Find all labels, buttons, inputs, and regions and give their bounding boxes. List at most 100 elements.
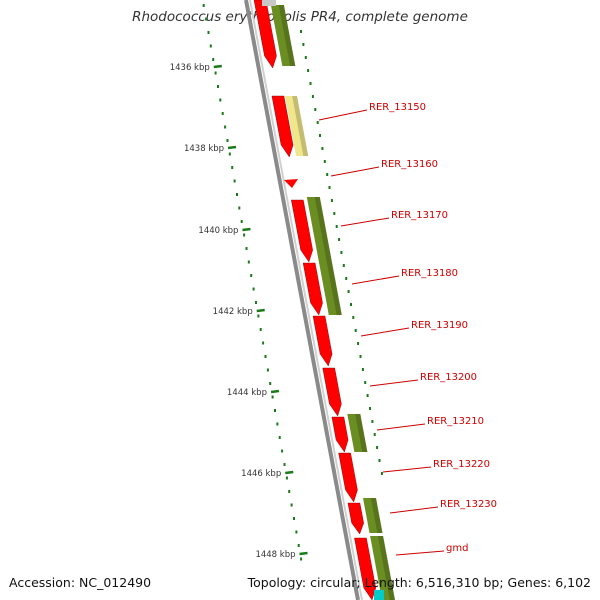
gene-leader-line	[318, 109, 368, 121]
outer-scale-dot	[376, 446, 379, 449]
tick-mark	[227, 145, 237, 150]
outer-scale-dots	[300, 30, 383, 475]
outer-scale-dot	[319, 134, 321, 137]
olive-gene-shade	[370, 498, 383, 533]
olive-gene-track	[270, 5, 395, 600]
scale-dot	[214, 71, 217, 75]
scale-dot	[245, 247, 248, 250]
olive-gene	[363, 498, 383, 533]
gene-leader-line	[340, 217, 390, 227]
outer-scale-dot	[314, 108, 317, 111]
olive-gene-shade	[314, 197, 342, 315]
gene-arrow	[271, 95, 294, 158]
gene-leader-line	[395, 550, 445, 556]
scale-dot	[297, 544, 300, 547]
gene-label[interactable]: RER_13180	[401, 268, 458, 279]
scale-dot	[281, 449, 284, 453]
tick-mark	[256, 308, 265, 313]
outer-scale-dot	[316, 121, 319, 124]
gray-feature-top	[262, 0, 276, 6]
gene-label[interactable]: RER_13230	[440, 499, 497, 510]
scale-dot	[264, 355, 267, 358]
gene-leader-line	[376, 423, 426, 431]
scale-dot	[252, 287, 255, 291]
scale-dot	[290, 503, 293, 507]
outer-scale-dot	[328, 186, 331, 189]
outer-scale-dot	[321, 147, 324, 150]
scale-dot	[250, 274, 253, 277]
scale-dot	[233, 179, 236, 183]
outer-scale-dot	[347, 290, 350, 293]
scale-dot	[271, 395, 274, 399]
outer-scale-dot	[309, 82, 312, 85]
gene-label[interactable]: gmd	[446, 543, 468, 554]
outer-scale-dot	[380, 472, 383, 475]
outer-scale-dot	[371, 420, 374, 423]
gene-arrow	[302, 262, 323, 316]
outer-scale-dot	[361, 368, 364, 371]
scale-dot	[219, 98, 222, 102]
olive-gene	[370, 536, 395, 600]
pale-gene	[285, 96, 309, 156]
tick-mark	[299, 551, 308, 556]
gene-label[interactable]: RER_13200	[420, 372, 477, 383]
outer-scale-dot	[335, 225, 338, 228]
pale-gene-shade	[292, 96, 309, 156]
tick-label: 1448 kbp	[255, 550, 295, 560]
olive-gene	[347, 414, 368, 452]
scale-dot	[243, 233, 246, 237]
scale-dot	[257, 314, 260, 318]
tick-label: 1438 kbp	[184, 144, 224, 154]
scale-ticks: 1436 kbp 1438 kbp 1440 kbp 1442 kbp 1444 kbp…	[170, 63, 308, 560]
gene-leader-line	[382, 466, 432, 473]
gene-label[interactable]: RER_13150	[369, 102, 426, 113]
olive-gene-shade	[355, 414, 368, 452]
scale-dot	[228, 152, 231, 156]
tick-label: 1442 kbp	[213, 307, 253, 317]
tick-label: 1446 kbp	[241, 469, 281, 479]
scale-dot	[212, 58, 215, 61]
gene-label[interactable]: RER_13160	[381, 159, 438, 170]
scale-dot	[205, 17, 208, 21]
gene-arrow	[322, 367, 342, 417]
tick-mark	[270, 389, 280, 394]
gene-leader-line	[369, 379, 419, 387]
genome-summary-text: Topology: circular; Length: 6,516,310 bp…	[247, 575, 591, 590]
gene-arrow	[338, 452, 358, 503]
scale-dot	[295, 530, 298, 534]
outer-scale-dot	[364, 381, 367, 384]
gene-arrow	[347, 502, 364, 535]
scale-dot	[288, 490, 291, 493]
tick-mark	[213, 64, 222, 69]
scale-dot	[300, 557, 303, 561]
accession-text: Accession: NC_012490	[9, 575, 152, 590]
tick-mark	[285, 470, 294, 475]
outer-scale-dot	[338, 238, 341, 241]
gene-label[interactable]: RER_13190	[411, 320, 468, 331]
outer-scale-dot	[340, 251, 343, 254]
gene-label[interactable]: RER_13170	[391, 210, 448, 221]
outer-scale-dot	[378, 459, 381, 462]
outer-scale-dot	[333, 212, 336, 215]
scale-dot	[285, 476, 288, 480]
outer-scale-dot	[323, 160, 326, 163]
tick-label: 1436 kbp	[170, 63, 210, 73]
outer-scale-dot	[302, 43, 305, 46]
scale-dot	[207, 31, 210, 34]
olive-gene	[306, 197, 342, 315]
scale-dot	[240, 220, 243, 223]
scale-dot	[231, 166, 234, 169]
outer-scale-dot	[330, 199, 333, 202]
gene-label[interactable]: RER_13220	[433, 459, 490, 470]
gene-arrow	[312, 315, 333, 367]
outer-scale-dot	[300, 30, 302, 33]
small-gene-arrow	[284, 179, 298, 188]
outer-scale-dot	[342, 264, 345, 267]
scale-dot	[255, 301, 257, 304]
outer-scale-dot	[354, 329, 357, 332]
gene-label[interactable]: RER_13210	[427, 416, 484, 427]
outer-scale-dot	[359, 355, 362, 358]
scale-dot	[247, 260, 250, 264]
scale-dot	[236, 193, 238, 196]
olive-gene-shade	[278, 5, 296, 66]
